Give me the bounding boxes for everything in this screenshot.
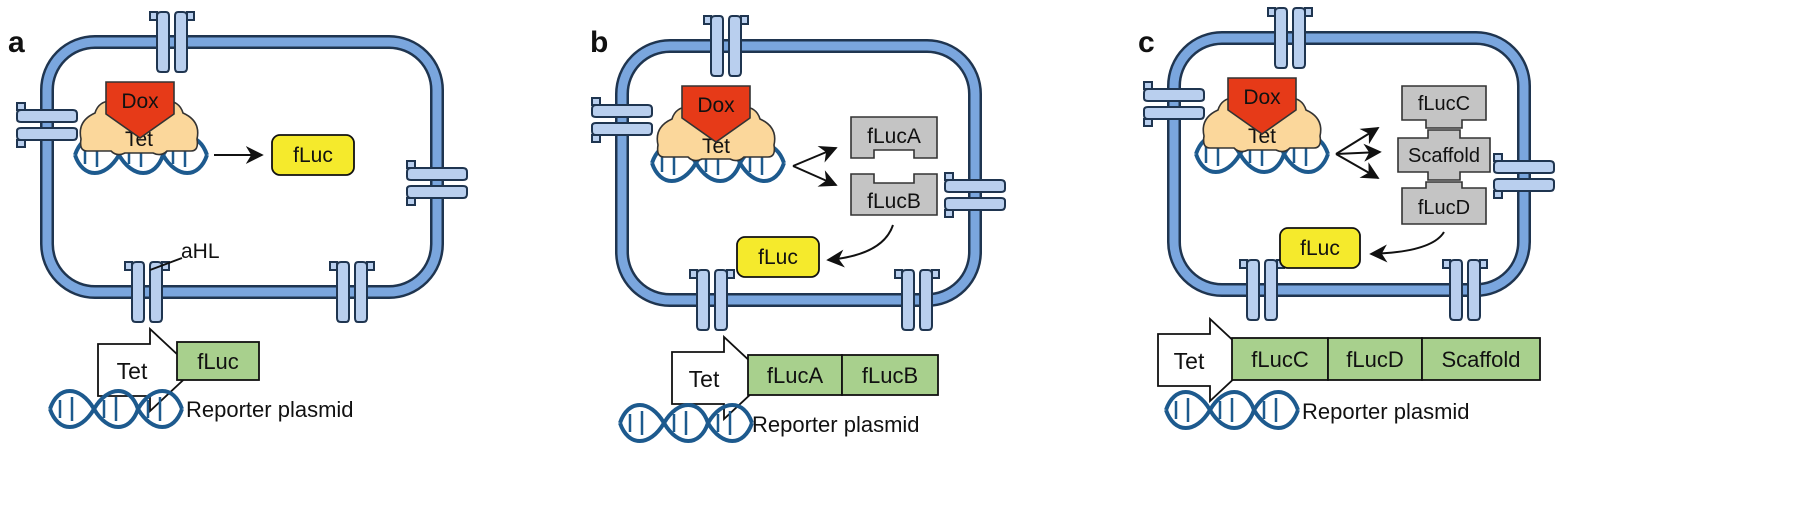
panel-b: b Tet Dox fLucA fLucB [590,15,1006,443]
expression-arrow [1335,143,1382,162]
svg-text:fLucC: fLucC [1418,93,1470,115]
dna-helix-icon [1164,390,1300,430]
fragment-scaffold: Scaffold [1397,129,1491,181]
expression-arrow [792,165,838,187]
assembly-arrow [1369,231,1445,263]
gene-flucb: fLucB [862,363,918,388]
reporter-construct: Tet fLucC fLucD Scaffold [1157,318,1541,402]
svg-text:Scaffold: Scaffold [1408,145,1480,167]
expression-arrow [1335,127,1380,155]
gene-flucc: fLucC [1251,347,1309,372]
panel-letter: c [1138,26,1155,59]
svg-text:fLuc: fLuc [758,246,798,269]
panel-letter: a [8,26,25,59]
svg-text:fLucA: fLucA [867,125,921,148]
fragment-fluca: fLucA [850,116,938,159]
fluc-enzyme: fLuc [736,236,820,278]
fragment-flucb: fLucB [850,173,938,216]
cell-membrane-icon [615,39,982,307]
promoter-label: Tet [117,358,148,384]
gene-scaffold: Scaffold [1441,347,1520,372]
svg-text:fLucB: fLucB [867,190,921,213]
plasmid-label: Reporter plasmid [186,397,354,422]
panel-c: c Tet Dox fLucC Scaf [1138,7,1555,430]
channel-pointer [149,257,183,271]
channel-icon [1143,7,1555,321]
tet-repressor-icon: Tet [1202,94,1322,153]
plasmid-label: Reporter plasmid [1302,399,1470,424]
channel-label: aHL [181,240,220,263]
svg-text:fLuc: fLuc [1300,237,1340,260]
dox-label: Dox [697,94,735,117]
expression-arrow [792,145,838,167]
expression-arrow [1335,153,1380,179]
promoter-label: Tet [689,366,720,392]
fluc-enzyme: fLuc [271,134,355,176]
assembly-arrow [826,224,894,268]
gene-fluca: fLucA [767,363,824,388]
reporter-construct: Tet fLucA fLucB [671,336,939,420]
dox-icon: Dox [105,81,175,139]
fragment-flucd: fLucD [1401,181,1487,225]
dox-label: Dox [1243,86,1281,109]
fragment-flucc: fLucC [1401,85,1487,129]
tet-label: Tet [1248,125,1276,148]
panel-letter: b [590,26,608,59]
fluc-enzyme: fLuc [1279,227,1361,269]
dox-label: Dox [121,90,159,113]
dox-icon: Dox [681,85,751,143]
gene-fluc: fLuc [197,349,239,374]
gene-flucd: fLucD [1346,347,1403,372]
channel-icon [16,11,468,323]
cell-membrane-icon [40,35,444,299]
plasmid-label: Reporter plasmid [752,412,920,437]
tet-label: Tet [702,135,730,158]
panel-a: a Tet Dox fLuc aHL T [8,11,468,429]
tet-repressor-icon: Tet [656,103,776,162]
dox-icon: Dox [1227,77,1297,135]
promoter-label: Tet [1174,348,1205,374]
reporter-construct: Tet fLuc [97,328,260,412]
svg-text:fLuc: fLuc [293,144,333,167]
channel-icon [591,15,1006,331]
svg-text:fLucD: fLucD [1418,197,1470,219]
